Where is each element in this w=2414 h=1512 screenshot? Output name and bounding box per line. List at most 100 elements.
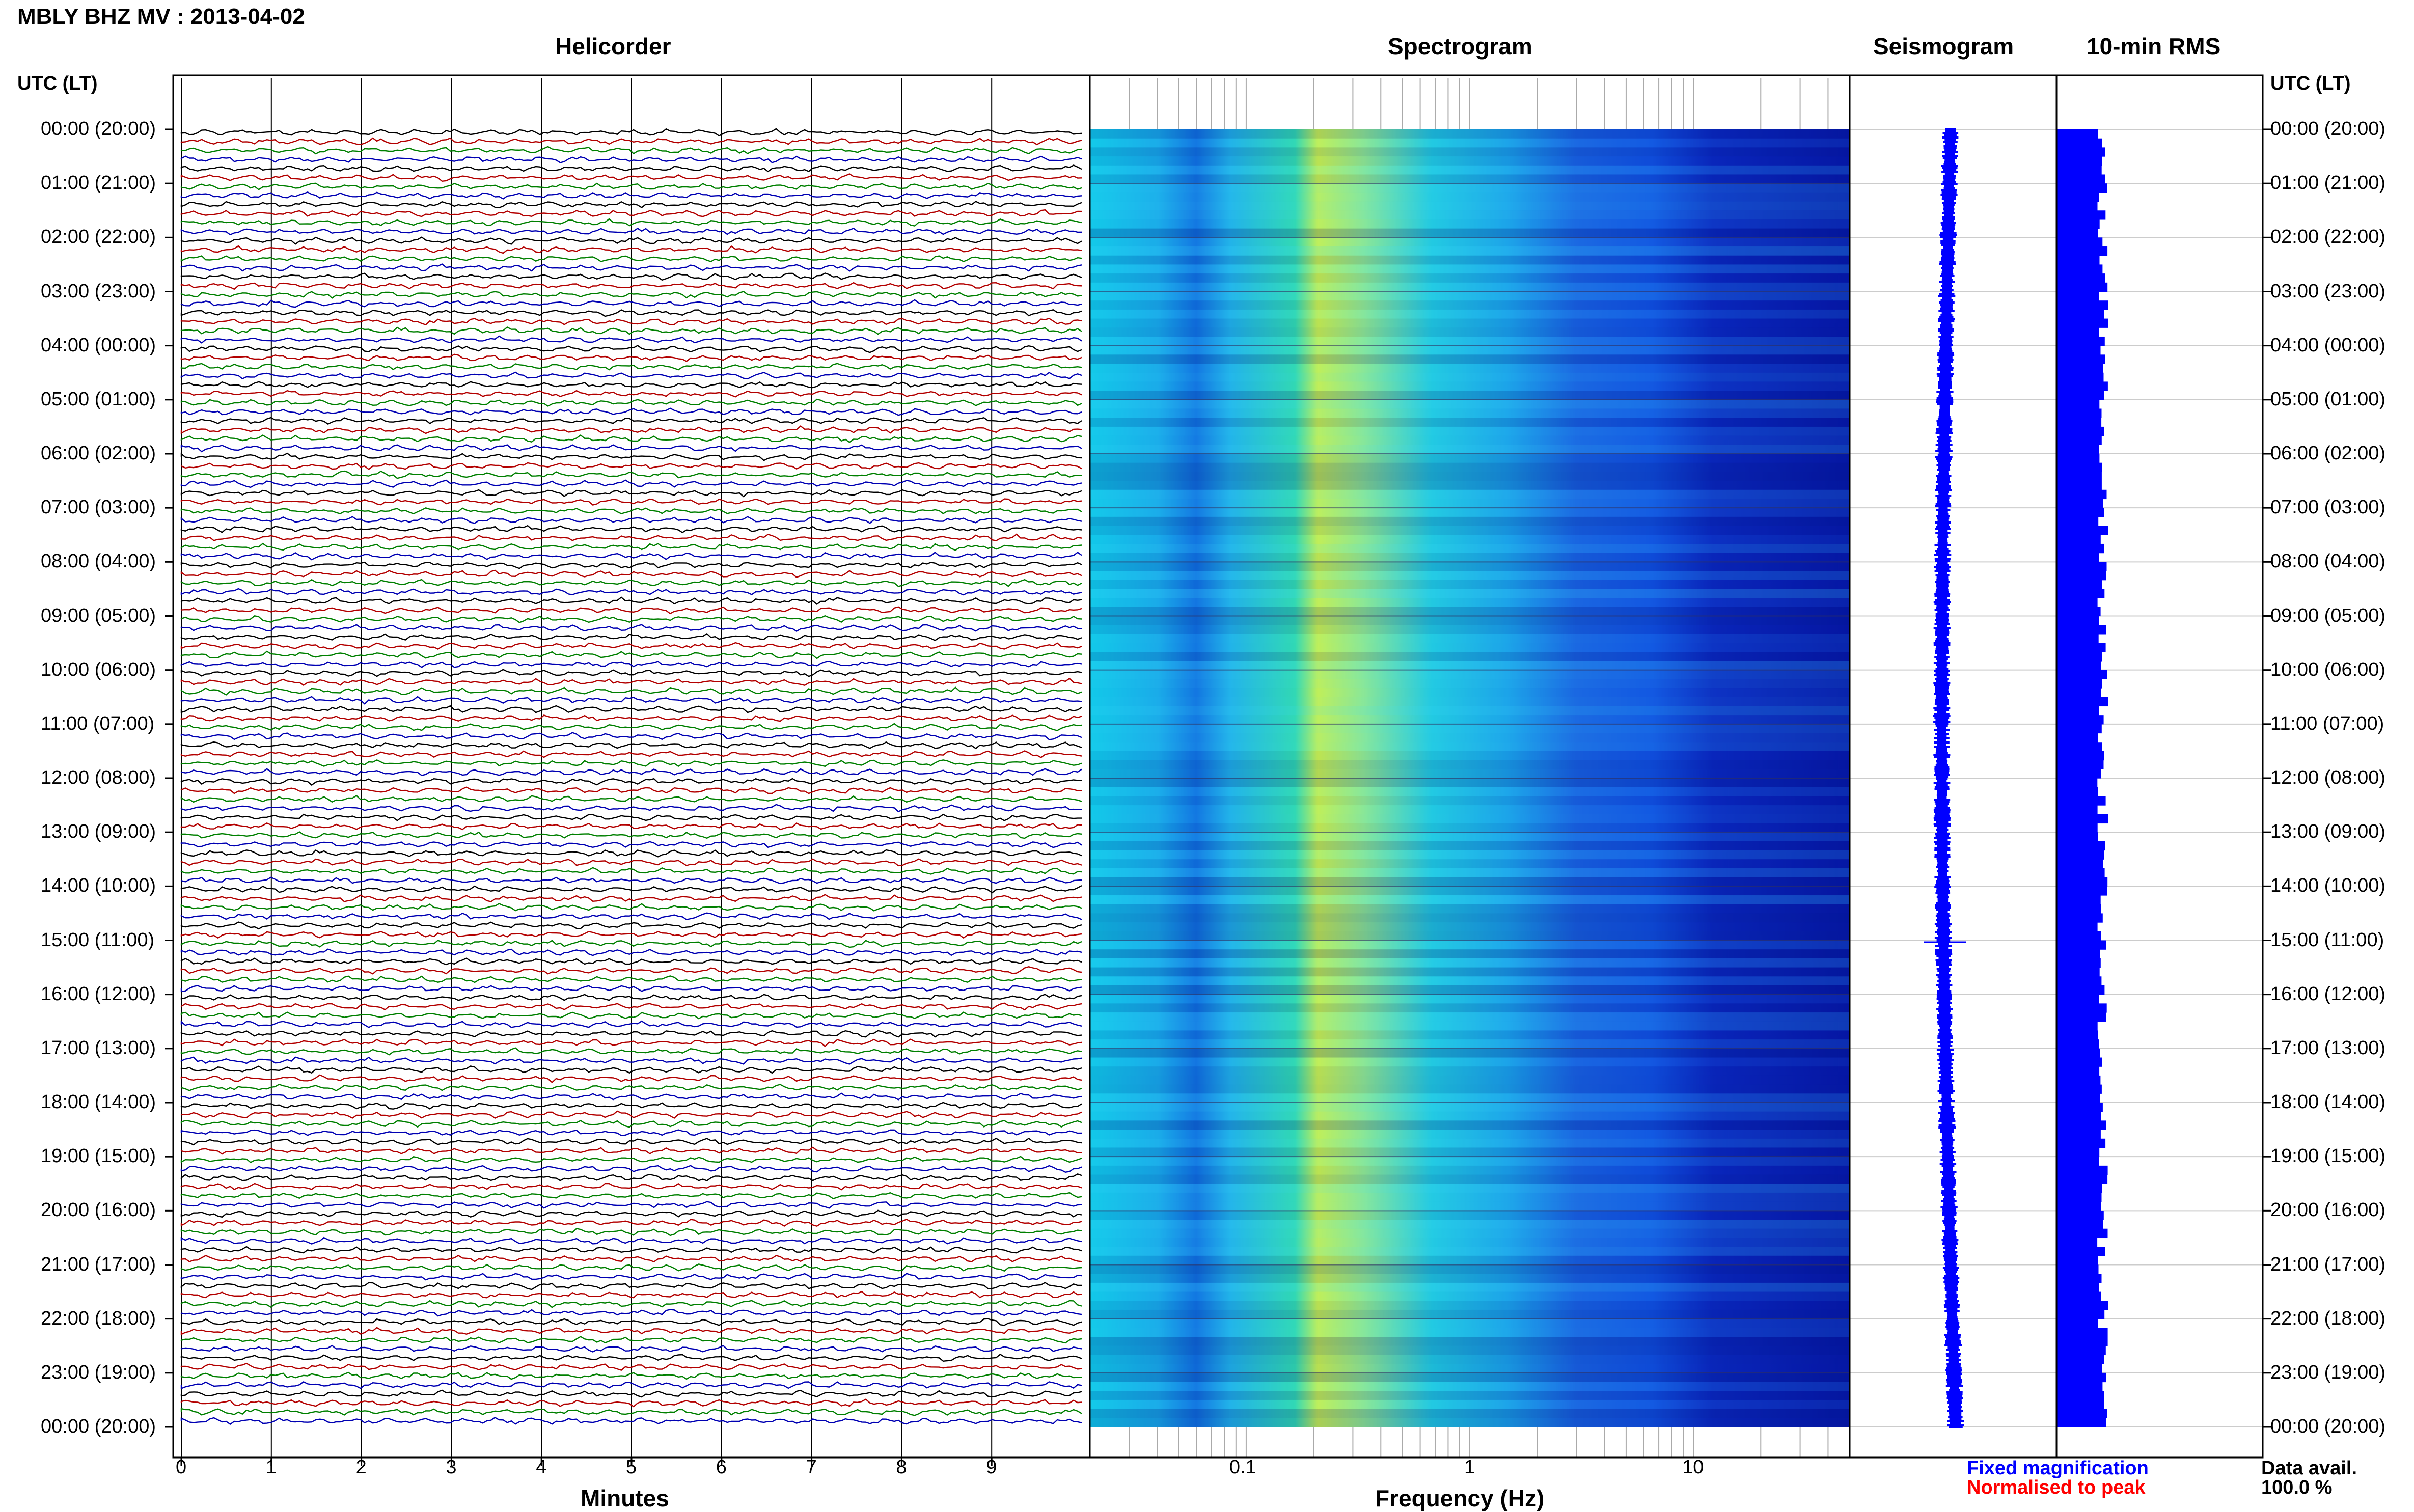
spectrogram-row (1090, 1211, 1850, 1220)
helicorder-trace (180, 1173, 1082, 1181)
spectrogram-row (1090, 913, 1850, 923)
helicorder-trace (180, 1362, 1082, 1371)
rms-bar (2056, 688, 2101, 698)
right-time-label: 01:00 (21:00) (2270, 172, 2386, 194)
left-time-label: 23:00 (19:00) (41, 1361, 156, 1383)
helicorder-trace (180, 642, 1082, 650)
minutes-axis-title: Minutes (581, 1485, 669, 1511)
left-axis-header: UTC (LT) (17, 73, 98, 94)
rms-bar (2056, 1075, 2101, 1085)
helicorder-trace (180, 552, 1082, 561)
helicorder-trace (180, 957, 1082, 966)
rms-bar (2056, 679, 2102, 689)
minute-tick-label: 5 (626, 1456, 637, 1478)
spectrogram-row (1090, 751, 1850, 760)
left-time-label: 03:00 (23:00) (41, 280, 156, 302)
rms-bar (2056, 868, 2105, 878)
spectrogram-row (1090, 165, 1850, 175)
rms-title: 10-min RMS (2087, 33, 2221, 60)
helicorder-trace (180, 786, 1082, 794)
spectrogram-row (1090, 1282, 1850, 1292)
rms-bar (2056, 426, 2104, 436)
rms-bar (2056, 643, 2106, 652)
left-time-label: 19:00 (15:00) (41, 1145, 156, 1167)
rms-bar (2056, 445, 2099, 454)
rms-bar (2056, 291, 2099, 301)
rms-bar (2056, 805, 2098, 815)
spectrogram-row (1090, 1057, 1850, 1067)
rms-bar (2056, 1418, 2106, 1427)
helicorder-trace (180, 561, 1082, 569)
spectrogram-row (1090, 516, 1850, 526)
helicorder-trace (180, 533, 1082, 541)
helicorder-trace (180, 669, 1082, 677)
spectrogram-row (1090, 426, 1850, 436)
rms-bar (2056, 940, 2106, 950)
spectrogram-row (1090, 1192, 1850, 1202)
left-time-label: 20:00 (16:00) (41, 1199, 156, 1221)
rms-bar (2056, 1201, 2101, 1211)
rms-bar (2056, 697, 2108, 707)
rms-bar (2056, 1012, 2106, 1022)
rms-bar (2056, 859, 2103, 869)
rms-bar (2056, 895, 2101, 905)
helicorder-trace (180, 1065, 1082, 1074)
spectrogram-row (1090, 174, 1850, 184)
rms-bar (2056, 354, 2105, 364)
rms-bar (2056, 1093, 2100, 1103)
spectrogram-row (1090, 796, 1850, 806)
rms-bar (2056, 454, 2100, 463)
rms-bar (2056, 210, 2106, 220)
helicorder-trace (180, 228, 1082, 236)
spectrogram-row (1090, 715, 1850, 724)
rms-bar (2056, 958, 2101, 968)
rms-bar (2056, 1021, 2098, 1031)
spectrogram-row (1090, 508, 1850, 517)
spectrogram-row (1090, 327, 1850, 337)
rms-bar (2056, 1337, 2108, 1346)
helicorder-trace (180, 714, 1082, 722)
helicorder-trace (180, 182, 1082, 190)
rms-bar (2056, 364, 2103, 373)
helicorder-trace (180, 1092, 1082, 1101)
rms-bar (2056, 1328, 2108, 1337)
helicorder-trace (180, 741, 1082, 750)
legend-normalised-to-peak: Normalised to peak (1967, 1477, 2146, 1498)
left-time-label: 16:00 (12:00) (41, 983, 156, 1005)
helicorder-trace (180, 1353, 1082, 1362)
right-time-label: 21:00 (17:00) (2270, 1253, 2386, 1275)
helicorder-trace (180, 1327, 1082, 1335)
helicorder-trace (180, 1263, 1082, 1272)
helicorder-trace (180, 1183, 1082, 1191)
helicorder-trace (180, 173, 1082, 182)
rms-bar (2056, 462, 2102, 472)
spectrogram-row (1090, 309, 1850, 319)
spectrogram-row (1090, 273, 1850, 283)
helicorder-trace (180, 498, 1082, 506)
left-time-label: 15:00 (11:00) (41, 929, 155, 951)
helicorder-trace (180, 1309, 1082, 1317)
panel-frame (2055, 74, 2264, 1459)
rms-bar (2056, 1238, 2098, 1247)
rms-bar (2056, 516, 2099, 527)
helicorder-trace (180, 759, 1082, 767)
spectrogram-row (1090, 1228, 1850, 1238)
spectrogram-row (1090, 1264, 1850, 1274)
rms-bar (2056, 994, 2099, 1004)
spectrogram-row (1090, 859, 1850, 868)
helicorder-trace (180, 858, 1082, 867)
rms-bar (2056, 472, 2102, 481)
rms-bar (2056, 282, 2108, 292)
right-time-label: 11:00 (07:00) (2270, 712, 2384, 734)
rms-bar (2056, 1147, 2100, 1157)
rms-bar (2056, 535, 2101, 544)
rms-bar (2056, 1120, 2106, 1130)
right-time-label: 13:00 (09:00) (2270, 821, 2386, 843)
rms-bar (2056, 228, 2098, 238)
rms-bar (2056, 787, 2098, 796)
spectrogram-row (1090, 246, 1850, 256)
spectrogram-row (1090, 1075, 1850, 1085)
helicorder-trace (180, 885, 1082, 894)
helicorder-trace (180, 696, 1082, 705)
spectrogram-row (1090, 354, 1850, 364)
